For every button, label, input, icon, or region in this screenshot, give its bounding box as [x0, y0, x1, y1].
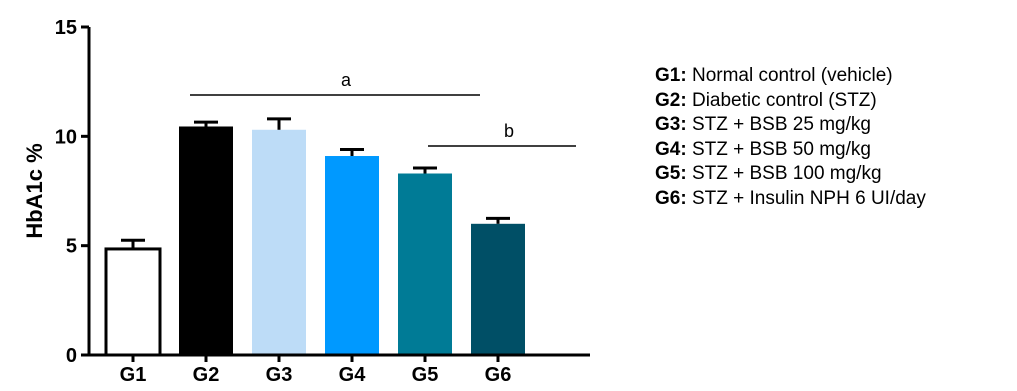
bar-g1 — [104, 247, 162, 357]
x-tick-label: G3 — [266, 364, 293, 386]
legend-key: G3: — [655, 114, 687, 135]
x-tick-label: G1 — [120, 364, 147, 386]
bar-g2 — [179, 126, 233, 355]
legend-item: G1: Normal control (vehicle) — [655, 64, 926, 89]
legend-item: G5: STZ + BSB 100 mg/kg — [655, 162, 926, 187]
legend-text: STZ + BSB 100 mg/kg — [691, 163, 882, 184]
x-tick-label: G5 — [412, 364, 439, 386]
significance-label-b: b — [504, 121, 514, 141]
x-tick-label: G2 — [193, 364, 220, 386]
legend: G1: Normal control (vehicle) G2: Diabeti… — [655, 64, 926, 211]
legend-text: STZ + BSB 25 mg/kg — [691, 114, 871, 135]
y-tick-label: 10 — [55, 126, 77, 148]
legend-item: G2: Diabetic control (STZ) — [655, 89, 926, 114]
significance-label-a: a — [341, 70, 352, 90]
bar-g3 — [252, 129, 306, 355]
bar-chart: G1 G2 G3 G4 G5 G6 0 5 10 15 HbA1c % a b — [22, 17, 590, 386]
y-tick-label: 0 — [66, 345, 77, 367]
legend-text: STZ + Insulin NPH 6 UI/day — [691, 187, 926, 209]
legend-item: G4: STZ + BSB 50 mg/kg — [655, 138, 926, 163]
bar-g6 — [471, 223, 525, 355]
x-tick-label: G6 — [485, 364, 512, 386]
legend-text: Normal control (vehicle) — [691, 65, 893, 86]
x-tick-label: G4 — [339, 364, 367, 386]
legend-text: STZ + BSB 50 mg/kg — [691, 138, 871, 160]
legend-text: Diabetic control (STZ) — [691, 89, 877, 111]
y-tick-label: 15 — [55, 17, 77, 39]
y-tick-label: 5 — [66, 236, 77, 258]
legend-key: G6: — [655, 187, 687, 209]
legend-key: G2: — [655, 89, 687, 111]
y-axis-label: HbA1c % — [22, 143, 47, 238]
bar-g5 — [398, 173, 452, 355]
legend-key: G1: — [655, 65, 687, 86]
legend-key: G5: — [655, 163, 687, 184]
legend-item: G6: STZ + Insulin NPH 6 UI/day — [655, 187, 926, 212]
legend-key: G4: — [655, 138, 687, 160]
bar-g4 — [325, 156, 379, 355]
legend-item: G3: STZ + BSB 25 mg/kg — [655, 113, 926, 138]
